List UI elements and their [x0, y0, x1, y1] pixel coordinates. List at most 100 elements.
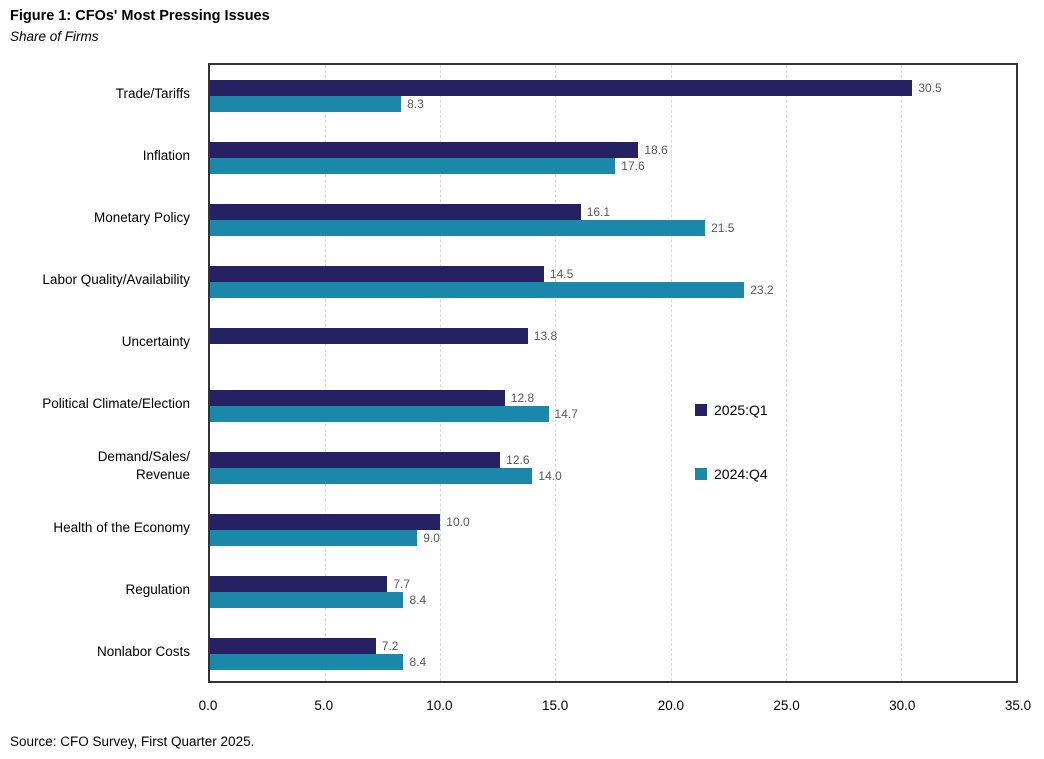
bar-2025:Q1: [210, 576, 388, 592]
bar-line: 14.5: [210, 266, 1016, 282]
bar-2025:Q1: [210, 390, 505, 406]
plot-area: 30.5 8.3 18.6 17.6 16.1 21.5 14.5 23.2 13.8 12.8 1…: [208, 63, 1018, 683]
bar-group: 18.6 17.6: [210, 127, 1016, 189]
bar-2025:Q1: [210, 452, 501, 468]
legend-swatch-2025q1-icon: [695, 404, 707, 416]
category-label: Demand/Sales/ Revenue: [97, 448, 190, 482]
x-tick-label: 30.0: [889, 698, 916, 713]
value-label: 14.5: [549, 267, 574, 281]
bar-line: 17.6: [210, 158, 1016, 174]
x-tick-label: 10.0: [426, 698, 453, 713]
category-label: Inflation: [142, 147, 190, 163]
value-label: 23.2: [750, 283, 774, 297]
value-label: 14.7: [554, 407, 578, 421]
value-label: 8.4: [409, 655, 427, 669]
bar-2024:Q4: [210, 406, 549, 422]
value-label: 21.5: [711, 221, 735, 235]
legend-swatch-2024q4-icon: [695, 468, 707, 480]
bar-group: 13.8: [210, 313, 1016, 375]
bar-group: 12.6 14.0: [210, 437, 1016, 499]
x-tick-label: 0.0: [198, 698, 218, 713]
legend-label-2025q1: 2025:Q1: [714, 402, 768, 418]
gridline: [440, 65, 442, 681]
category-label: Regulation: [125, 581, 190, 597]
bar-line: 14.7: [210, 406, 1016, 422]
legend-label-2024q4: 2024:Q4: [714, 466, 768, 482]
bar-2025:Q1: [210, 80, 913, 96]
bar-2024:Q4: [210, 592, 404, 608]
value-label: 7.7: [393, 577, 410, 591]
value-label: 16.1: [586, 205, 611, 219]
bar-line: 8.4: [210, 592, 1016, 608]
bar-group: 30.5 8.3: [210, 65, 1016, 127]
source-note: Source: CFO Survey, First Quarter 2025.: [10, 734, 255, 749]
bar-group: 12.8 14.7: [210, 375, 1016, 437]
gridline: [670, 65, 672, 681]
bar-line: 14.0: [210, 468, 1016, 484]
bar-line: 8.4: [210, 654, 1016, 670]
category-label: Nonlabor Costs: [96, 643, 190, 659]
bar-line: 7.7: [210, 576, 1016, 592]
value-label: 30.5: [918, 81, 942, 95]
x-tick-label: 20.0: [657, 698, 684, 713]
bar-2024:Q4: [210, 468, 533, 484]
bar-line: [210, 344, 1016, 360]
bar-line: 18.6: [210, 142, 1016, 158]
value-label: 12.8: [510, 391, 535, 405]
category-label: Political Climate/Election: [42, 395, 190, 411]
value-label: 17.6: [621, 159, 645, 173]
category-label: Labor Quality/Availability: [42, 271, 190, 287]
bar-2025:Q1: [210, 328, 528, 344]
category-label: Uncertainty: [121, 333, 190, 349]
value-label: 8.4: [409, 593, 427, 607]
bar-2024:Q4: [210, 158, 616, 174]
category-axis: Trade/Tariffs Inflation Monetary Policy Lab…: [0, 63, 198, 683]
value-label: 10.0: [446, 515, 470, 529]
bar-line: 8.3: [210, 96, 1016, 112]
category-label: Health of the Economy: [53, 519, 190, 535]
bar-group: 16.1 21.5: [210, 189, 1016, 251]
bar-group: 10.0 9.0: [210, 499, 1016, 561]
x-tick-label: 15.0: [542, 698, 569, 713]
bar-line: 30.5: [210, 80, 1016, 96]
bar-group: 7.2 8.4: [210, 623, 1016, 685]
bar-2025:Q1: [210, 514, 441, 530]
x-tick-label: 5.0: [314, 698, 334, 713]
legend-entry-2024q4: 2024:Q4: [695, 465, 768, 483]
x-tick-label: 25.0: [773, 698, 800, 713]
bar-2024:Q4: [210, 530, 418, 546]
gridline: [785, 65, 787, 681]
bar-line: 21.5: [210, 220, 1016, 236]
gridline: [325, 65, 327, 681]
bar-group: 14.5 23.2: [210, 251, 1016, 313]
bar-2024:Q4: [210, 96, 402, 112]
bar-line: 12.6: [210, 452, 1016, 468]
figure-subtitle: Share of Firms: [10, 29, 99, 44]
bar-2025:Q1: [210, 638, 376, 654]
bar-line: 10.0: [210, 514, 1016, 530]
bar-2024:Q4: [210, 282, 745, 298]
bar-line: 12.8: [210, 390, 1016, 406]
value-label: 9.0: [423, 531, 440, 545]
bar-2025:Q1: [210, 266, 544, 282]
legend-entry-2025q1: 2025:Q1: [695, 401, 768, 419]
x-tick-label: 35.0: [1004, 698, 1032, 713]
bar-2024:Q4: [210, 220, 706, 236]
gridline: [900, 65, 902, 681]
bar-2025:Q1: [210, 204, 581, 220]
value-label: 18.6: [644, 143, 668, 157]
value-label: 13.8: [533, 329, 558, 343]
bar-2024:Q4: [210, 654, 404, 670]
bar-2025:Q1: [210, 142, 639, 158]
bar-line: 16.1: [210, 204, 1016, 220]
value-label: 14.0: [538, 469, 562, 483]
bar-group: 7.7 8.4: [210, 561, 1016, 623]
value-label: 12.6: [506, 453, 530, 467]
category-label: Monetary Policy: [93, 209, 190, 225]
bar-line: 7.2: [210, 638, 1016, 654]
value-label: 7.2: [381, 639, 399, 653]
category-label: Trade/Tariffs: [115, 85, 190, 101]
bar-line: 9.0: [210, 530, 1016, 546]
gridline: [555, 65, 557, 681]
bar-line: 13.8: [210, 328, 1016, 344]
